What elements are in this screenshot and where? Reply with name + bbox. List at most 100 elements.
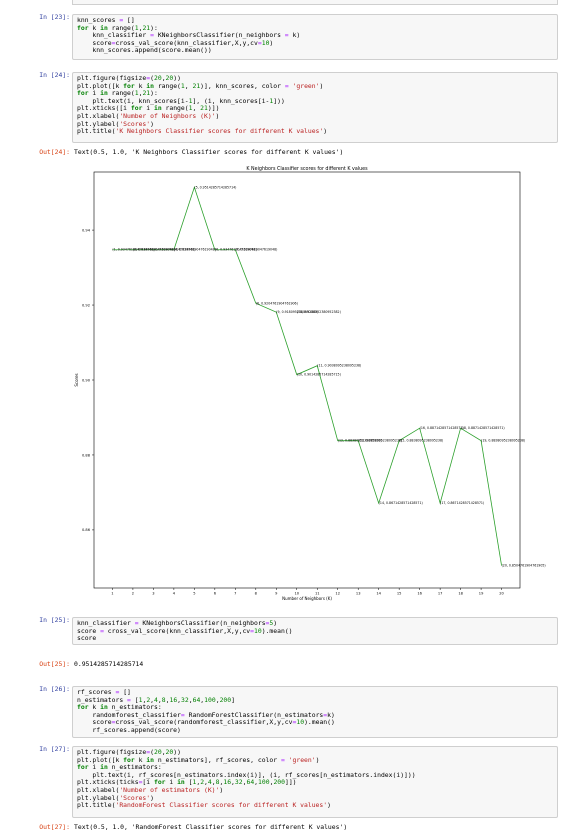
code-line: knn_scores.append(score.mean()) bbox=[77, 46, 212, 55]
code-line: rf_scores.append(score) bbox=[77, 725, 181, 734]
code-line: for k in range(1,21): bbox=[77, 23, 158, 32]
code-line: n_estimators = [1,2,4,8,16,32,64,100,200… bbox=[77, 695, 235, 704]
code-line: for k in n_estimators: bbox=[77, 703, 162, 712]
code-editor[interactable]: plt.figure(figsize=(20,20)) plt.plot([k f… bbox=[72, 746, 558, 818]
previous-cell-edge bbox=[72, 0, 558, 5]
y-tick-label: 0.94 bbox=[82, 228, 91, 232]
output-text: Text(0.5, 1.0, 'K Neighbors Classifier s… bbox=[74, 148, 344, 156]
code-line: plt.text(i, rf_scores[n_estimators.index… bbox=[77, 770, 416, 779]
code-line: score=cross_val_score(randomforest_class… bbox=[77, 718, 335, 727]
point-label: (8, 0.9204761904761906) bbox=[256, 301, 298, 305]
output-prompt: Out[24]: bbox=[39, 148, 70, 156]
code-line: plt.plot([k for k in n_estimators], rf_s… bbox=[77, 755, 320, 764]
code-line: rf_scores = [] bbox=[77, 688, 131, 696]
code-line: score = cross_val_score(knn_classifier,X… bbox=[77, 626, 293, 635]
x-tick-label: 9 bbox=[275, 592, 278, 596]
output-text: 0.9514285714285714 bbox=[74, 660, 144, 668]
output-text: Text(0.5, 1.0, 'RandomForest Classifier … bbox=[74, 823, 348, 831]
point-label: (6, 0.9347619047619048) bbox=[215, 248, 257, 252]
x-tick-label: 1 bbox=[111, 592, 113, 596]
x-axis-label: Number of Neighbors (K) bbox=[282, 596, 332, 601]
x-tick-label: 14 bbox=[376, 592, 381, 596]
x-tick-label: 3 bbox=[152, 592, 154, 596]
point-label: (5, 0.9514285714285714) bbox=[194, 185, 236, 189]
y-tick-label: 0.86 bbox=[82, 528, 91, 532]
y-axis: 0.86 0.88 0.90 0.92 0.94 bbox=[82, 228, 94, 532]
x-tick-label: 16 bbox=[417, 592, 422, 596]
x-tick-label: 5 bbox=[193, 592, 195, 596]
chart-title: K Neighbors Classifier scores for differ… bbox=[246, 166, 368, 172]
input-prompt: In [26]: bbox=[39, 685, 70, 693]
x-tick-label: 12 bbox=[335, 592, 340, 596]
code-line: plt.xticks(ticks=[i for i in [1,2,4,8,16… bbox=[77, 778, 297, 787]
x-tick-label: 15 bbox=[397, 592, 402, 596]
y-axis-label: Scores bbox=[74, 373, 79, 386]
code-editor[interactable]: knn_classifier = KNeighborsClassifier(n_… bbox=[72, 617, 558, 645]
point-label: (9, 0.9180952380952382) bbox=[276, 310, 318, 314]
x-tick-label: 8 bbox=[255, 592, 258, 596]
code-line: score bbox=[77, 634, 97, 643]
point-label: (12, 0.8838095238095238) bbox=[338, 439, 382, 443]
y-tick-label: 0.90 bbox=[82, 378, 91, 382]
code-line: plt.plot([k for k in range(1, 21)], knn_… bbox=[77, 81, 324, 90]
series-line bbox=[112, 185, 502, 566]
point-label: (11, 0.9038095238095238) bbox=[317, 364, 361, 368]
x-tick-label: 18 bbox=[458, 592, 463, 596]
x-tick-label: 4 bbox=[173, 592, 176, 596]
code-line: plt.title('RandomForest Classifier score… bbox=[77, 801, 331, 810]
point-label: (3, 0.9347619047619048) bbox=[153, 248, 195, 252]
code-line: plt.xticks([i for i in range(1, 21)]) bbox=[77, 104, 220, 113]
output-prompt: Out[25]: bbox=[39, 660, 70, 668]
x-tick-label: 19 bbox=[479, 592, 484, 596]
code-line: knn_scores = [] bbox=[77, 16, 135, 24]
code-line: plt.ylabel('Scores') bbox=[77, 119, 154, 128]
x-tick-label: 2 bbox=[132, 592, 134, 596]
point-label: (10, 0.9180952380952382) bbox=[297, 310, 341, 314]
plot-frame bbox=[93, 171, 521, 589]
knn-scores-chart: K Neighbors Classifier scores for differ… bbox=[74, 166, 546, 601]
point-label: (2, 0.9347619047619048) bbox=[133, 248, 175, 252]
y-tick-label: 0.92 bbox=[82, 303, 90, 307]
point-label: (10, 0.9014285714285715) bbox=[297, 373, 341, 377]
input-prompt: In [23]: bbox=[39, 13, 70, 21]
code-editor[interactable]: knn_scores = [] for k in range(1,21): knn… bbox=[72, 14, 558, 60]
code-line: for i in range(1,21): bbox=[77, 89, 158, 98]
x-tick-label: 10 bbox=[294, 592, 299, 596]
code-line: for i in n_estimators: bbox=[77, 763, 162, 772]
point-label: (19, 0.8838095238095238) bbox=[481, 439, 525, 443]
code-line: plt.ylabel('Scores') bbox=[77, 793, 154, 802]
code-line: plt.figure(figsize=(20,20)) bbox=[77, 74, 181, 82]
y-tick-label: 0.88 bbox=[82, 453, 91, 457]
code-line: plt.text(i, knn_scores[i-1], (i, knn_sco… bbox=[77, 96, 285, 105]
input-prompt: In [24]: bbox=[39, 71, 70, 79]
x-axis: 1 2 3 4 5 6 7 8 9 10 11 12 13 14 15 16 17 18 19 20 bbox=[111, 588, 505, 596]
point-labels: (1, 0.9347619047619048)(2, 0.93476190476… bbox=[112, 185, 545, 567]
code-line: plt.xlabel('Number of Neighbors (K)') bbox=[77, 111, 220, 120]
code-editor[interactable]: rf_scores = [] n_estimators = [1,2,4,8,16… bbox=[72, 686, 558, 738]
output-prompt: Out[27]: bbox=[39, 823, 70, 831]
point-label: (18, 0.8871428571428571) bbox=[461, 426, 505, 430]
point-label: (17, 0.8671428571428571) bbox=[440, 501, 484, 505]
point-label: (20, 0.8504761904761905) bbox=[502, 564, 546, 568]
code-line: knn_classifier = KNeighborsClassifier(n_… bbox=[77, 619, 278, 627]
point-label: (4, 0.9347619047619048) bbox=[174, 248, 216, 252]
x-tick-label: 6 bbox=[214, 592, 217, 596]
x-tick-label: 7 bbox=[234, 592, 236, 596]
code-line: knn_classifier = KNeighborsClassifier(n_… bbox=[77, 31, 301, 40]
input-prompt: In [25]: bbox=[39, 616, 70, 624]
x-tick-label: 20 bbox=[499, 592, 504, 596]
point-label: (15, 0.8838095238095238) bbox=[399, 439, 443, 443]
code-line: randomforest_classifier= RandomForestCla… bbox=[77, 710, 335, 719]
input-prompt: In [27]: bbox=[39, 745, 70, 753]
code-line: score=cross_val_score(knn_classifier,X,y… bbox=[77, 38, 274, 47]
point-label: (13, 0.8838095238095238) bbox=[358, 439, 402, 443]
x-tick-label: 17 bbox=[438, 592, 443, 596]
code-line: plt.xlabel('Number of estimators (K)') bbox=[77, 785, 224, 794]
code-editor[interactable]: plt.figure(figsize=(20,20)) plt.plot([k f… bbox=[72, 72, 558, 143]
x-tick-label: 11 bbox=[315, 592, 320, 596]
point-label: (1, 0.9347619047619048) bbox=[112, 248, 154, 252]
point-label: (7, 0.9347619047619048) bbox=[235, 248, 277, 252]
point-label: (14, 0.8671428571428571) bbox=[379, 501, 423, 505]
x-tick-label: 13 bbox=[356, 592, 361, 596]
code-line: plt.title('K Neighbors Classifier scores… bbox=[77, 127, 328, 136]
